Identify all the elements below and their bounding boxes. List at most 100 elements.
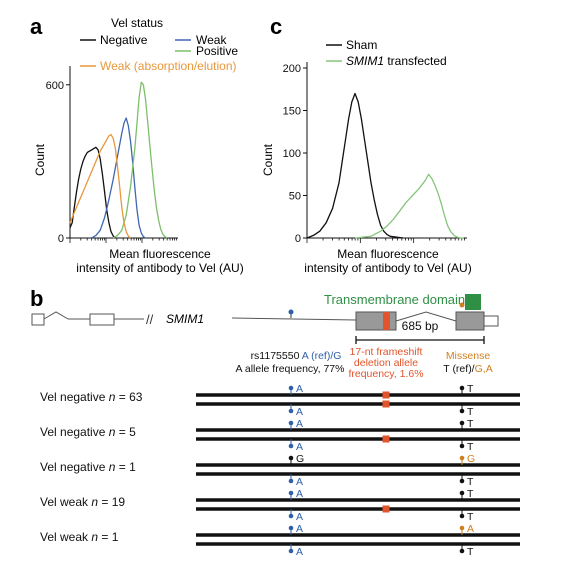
missense-allele-label: T [467,418,474,430]
rs-id: rs1175550 [251,350,300,362]
series-line-smim1-transfected [354,173,464,239]
snp-dot [288,420,294,426]
axis-break-symbol: // [146,312,154,327]
series-line-negative [69,146,116,239]
del-header-line2: deletion allele [354,357,418,369]
mis-ref: T (ref)/ [443,363,474,375]
legend-label-negative: Negative [100,33,148,47]
deletion-mark [382,400,390,408]
y-tick-label: 600 [46,80,64,92]
deletion-marker [383,312,390,330]
exon-1 [31,313,45,326]
deletion-mark [382,505,390,513]
missense-dot [459,513,465,519]
series-line-weak-absorption-elution [69,133,131,239]
x-axis-label-c-line1: Mean fluorescence [337,247,439,261]
y-tick-label: 100 [283,148,301,160]
y-tick-label: 200 [283,63,301,75]
snp-allele-label: A [296,406,303,418]
snp-dot [288,408,294,414]
plot-area-a [69,81,168,239]
panel-a: a Vel status Negative Weak Positive Weak… [30,14,244,275]
deletion-mark [382,435,390,443]
missense-allele-label: G [467,453,475,465]
snp-dot [288,443,294,449]
scale-bar-label: 685 bp [402,319,439,333]
snp-dot [288,455,294,461]
intron-1 [43,311,69,320]
missense-dot [459,408,465,414]
snp-allele-label: A [296,441,303,453]
haplotype-row: Vel negative n = 5 A T A T [40,418,520,453]
del-header-line1: 17-nt frameshift [350,346,423,358]
missense-allele-label: T [467,546,474,558]
haplotype-row: Vel negative n = 63 A T A T [40,383,520,418]
plot-area-c [306,92,464,239]
missense-allele-label: T [467,488,474,500]
row-label: Vel weak n = 1 [40,530,119,544]
rs-header-line1: rs1175550 A (ref)/G [251,350,342,362]
row-label: Vel weak n = 19 [40,495,125,509]
gene-name: SMIM1 [166,312,204,326]
snp-allele-label: A [296,383,303,395]
snp-dot [288,548,294,554]
series-line-weak [91,117,146,239]
legend-label-smim1-rest: transfected [384,54,447,68]
series-line-positive [112,81,168,239]
snp-allele-label: A [296,476,303,488]
tm-domain-label: Transmembrane domain [324,292,465,307]
snp-allele-label: A [296,488,303,500]
legend-label-sham: Sham [346,38,377,52]
y-tick-label: 0 [58,233,64,245]
intron-4 [395,311,457,322]
snp-dot [288,385,294,391]
x-axis-label-a-line1: Mean fluorescence [109,247,211,261]
snp-allele-label: A [296,511,303,523]
y-axis-label-c: Count [261,143,275,176]
legend-label-positive: Positive [196,44,238,58]
snp-dot [288,513,294,519]
rs-alleles: A (ref)/G [299,350,341,362]
row-label: Vel negative n = 5 [40,425,136,439]
del-header-line3: frequency, 1.6% [348,368,423,380]
intron-3 [231,317,357,321]
variant-headers: rs1175550 A (ref)/G A allele frequency, … [236,346,493,380]
snp-dot [288,490,294,496]
legend-label-weak: Weak [196,33,227,47]
rs-header-line2: A allele frequency, 77% [236,363,345,375]
exon-2 [89,313,115,326]
axes-a: 0 600 [46,66,178,245]
x-axis-label-a-line2: intensity of antibody to Vel (AU) [76,261,243,275]
snp-dot [288,478,294,484]
missense-dot [459,490,465,496]
snp-dot [288,525,294,531]
snp-marker-dot [288,309,294,315]
missense-dot [459,548,465,554]
legend-label-weak-ae: Weak (absorption/elution) [100,59,237,73]
snp-allele-label: A [296,523,303,535]
gene-structure: // SMIM1 Transmembrane domain 685 bp [31,292,499,344]
missense-marker-dot [459,302,465,308]
haplotype-row: Vel negative n = 1G GA T [40,453,520,488]
exon-4-utr [483,315,499,327]
mis-header-alleles: T (ref)/G,A [443,363,492,375]
row-label: Vel negative n = 1 [40,460,136,474]
series-line-sham [306,92,404,239]
mis-alt: G,A [475,363,493,375]
missense-dot [459,478,465,484]
missense-allele-label: T [467,383,474,395]
y-axis-label-a: Count [33,143,47,176]
missense-dot [459,525,465,531]
legend-title: Vel status [111,16,163,30]
panel-label-b: b [30,286,43,311]
missense-dot [459,443,465,449]
missense-allele-label: A [467,523,474,535]
panel-c: c Sham SMIM1 transfected 0 50 100 150 200 Co… [261,14,472,275]
missense-dot [459,455,465,461]
missense-dot [459,420,465,426]
legend-a: Negative Weak Positive Weak (absorption/… [80,33,238,73]
snp-allele-label: A [296,546,303,558]
missense-allele-label: T [467,441,474,453]
